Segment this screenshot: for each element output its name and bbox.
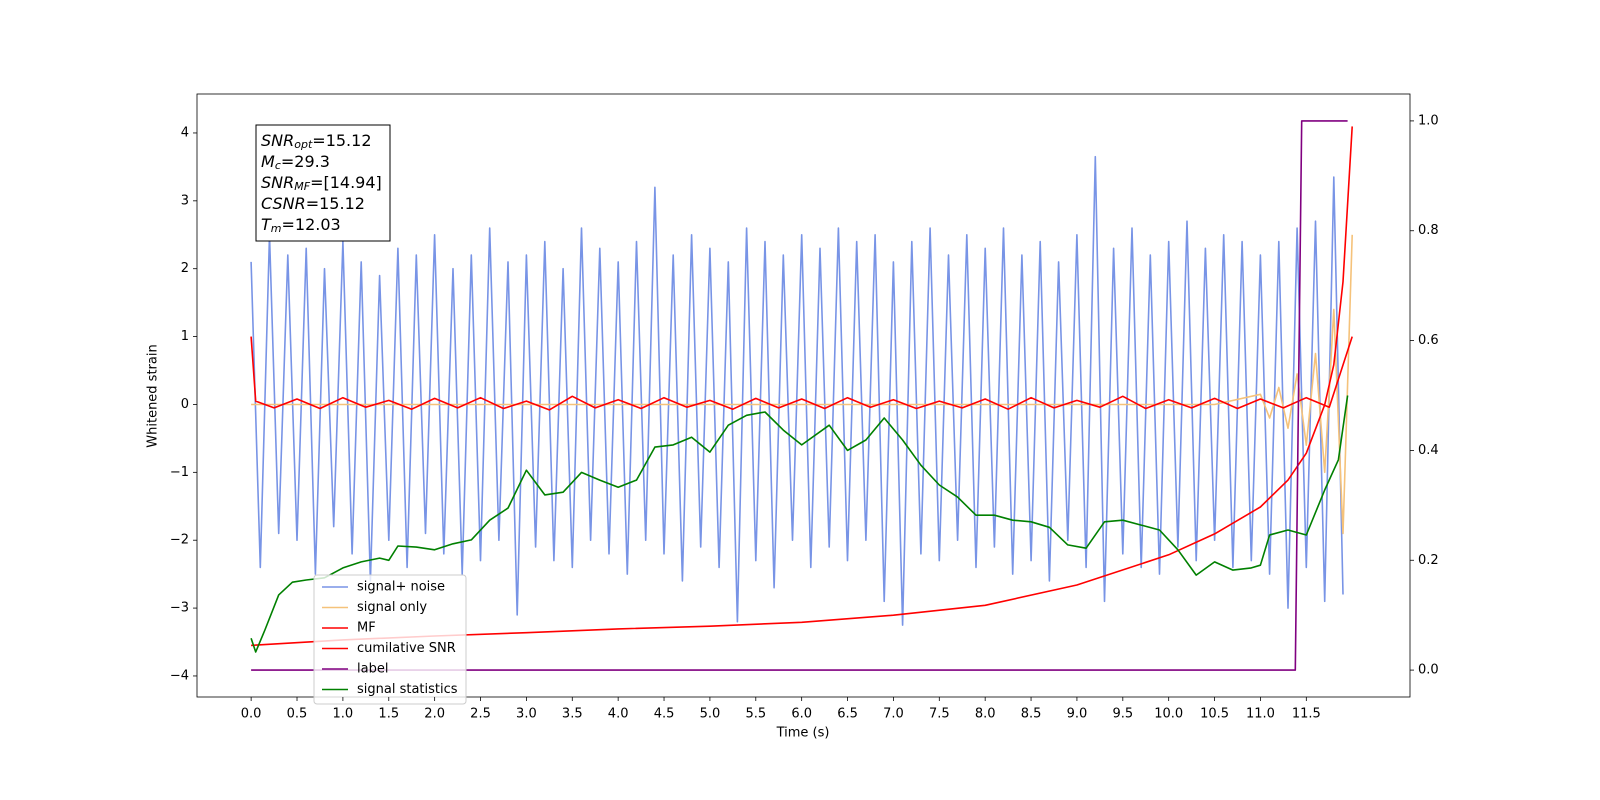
x-tick-label: 1.5 (378, 707, 399, 722)
y2-tick-label: 0.0 (1418, 663, 1439, 678)
x-tick-label: 1.0 (333, 707, 354, 722)
y2-tick-label: 0.8 (1418, 223, 1439, 238)
y-tick-label: 2 (181, 261, 189, 276)
x-tick-label: 9.0 (1067, 707, 1088, 722)
legend-label: signal+ noise (357, 580, 445, 595)
x-tick-label: 11.5 (1292, 707, 1321, 722)
x-tick-label: 4.5 (654, 707, 675, 722)
annotation-symbol: CSNR (261, 194, 306, 213)
annotation-symbol: SNR (261, 131, 294, 150)
y-tick-label: −3 (170, 601, 189, 616)
annotation-symbol: SNR (261, 173, 294, 192)
legend-label: signal only (357, 600, 427, 615)
annotation-line: SNRMF=[14.94] (261, 173, 382, 194)
annotation-value: =12.03 (282, 215, 341, 234)
x-tick-label: 8.5 (1021, 707, 1042, 722)
x-tick-label: 7.5 (929, 707, 950, 722)
annotation-line: Tm=12.03 (261, 215, 341, 236)
legend-frame (313, 574, 467, 705)
y-tick-label: −2 (170, 533, 189, 548)
legend-label: MF (357, 621, 376, 636)
plot-area (250, 120, 1353, 671)
annotation-subscript: MF (294, 180, 310, 193)
y-axis-label: Whitened strain (146, 344, 161, 447)
x-tick-label: 2.0 (424, 707, 445, 722)
x-tick-label: 0.5 (287, 707, 308, 722)
series-line (250, 336, 1353, 411)
x-tick-label: 4.0 (608, 707, 629, 722)
series-line (251, 120, 1348, 671)
x-tick-label: 10.5 (1200, 707, 1229, 722)
annotation-box: SNRopt=15.12Mc=29.3SNRMF=[14.94]CSNR=15.… (255, 124, 391, 242)
series-line (250, 395, 1349, 653)
y-tick-label: 1 (181, 329, 189, 344)
series-line (251, 126, 1353, 647)
x-tick-label: 8.0 (975, 707, 996, 722)
x-tick-label: 6.5 (837, 707, 858, 722)
annotation-line: Mc=29.3 (261, 152, 330, 173)
y-tick-label: 0 (181, 397, 189, 412)
x-tick-label: 2.5 (470, 707, 491, 722)
annotation-symbol: T (261, 215, 272, 234)
x-tick-label: 10.0 (1154, 707, 1183, 722)
y-tick-label: 3 (181, 193, 189, 208)
y2-tick-label: 0.6 (1418, 333, 1439, 348)
x-tick-label: 9.5 (1112, 707, 1133, 722)
y2-tick-label: 0.2 (1418, 553, 1439, 568)
x-tick-label: 6.0 (791, 707, 812, 722)
x-tick-label: 5.0 (700, 707, 721, 722)
annotation-value: =15.12 (312, 131, 371, 150)
series-line (251, 234, 1353, 535)
x-tick-label: 0.0 (241, 707, 262, 722)
annotation-symbol: M (261, 152, 275, 171)
legend-label: signal statistics (357, 682, 458, 697)
x-tick-label: 3.0 (516, 707, 537, 722)
x-tick-label: 3.5 (562, 707, 583, 722)
annotation-value: =15.12 (306, 194, 365, 213)
legend-label: label (357, 662, 388, 677)
y-tick-label: −1 (170, 465, 189, 480)
y2-tick-label: 0.4 (1418, 443, 1439, 458)
series-line (250, 155, 1344, 626)
axes-frame (196, 93, 1411, 698)
legend: signal+ noise signal only MF cumilative SNR… (313, 574, 467, 705)
annotation-value: =29.3 (281, 152, 330, 171)
annotation-value: =[14.94] (310, 173, 382, 192)
annotation-frame (255, 124, 391, 242)
annotation-line: SNRopt=15.12 (261, 131, 372, 152)
annotation-subscript: m (271, 222, 282, 235)
legend-label: cumilative SNR (357, 641, 456, 656)
x-tick-label: 5.5 (745, 707, 766, 722)
x-tick-label: 7.0 (883, 707, 904, 722)
y-tick-label: 4 (181, 125, 189, 140)
annotation-subscript: opt (294, 138, 313, 151)
y2-tick-label: 1.0 (1418, 113, 1439, 128)
annotation-subscript: c (275, 159, 281, 172)
x-tick-label: 11.0 (1246, 707, 1275, 722)
y-tick-label: −4 (170, 668, 189, 683)
annotation-line: CSNR=15.12 (261, 194, 365, 213)
x-axis-label: Time (s) (776, 726, 830, 741)
